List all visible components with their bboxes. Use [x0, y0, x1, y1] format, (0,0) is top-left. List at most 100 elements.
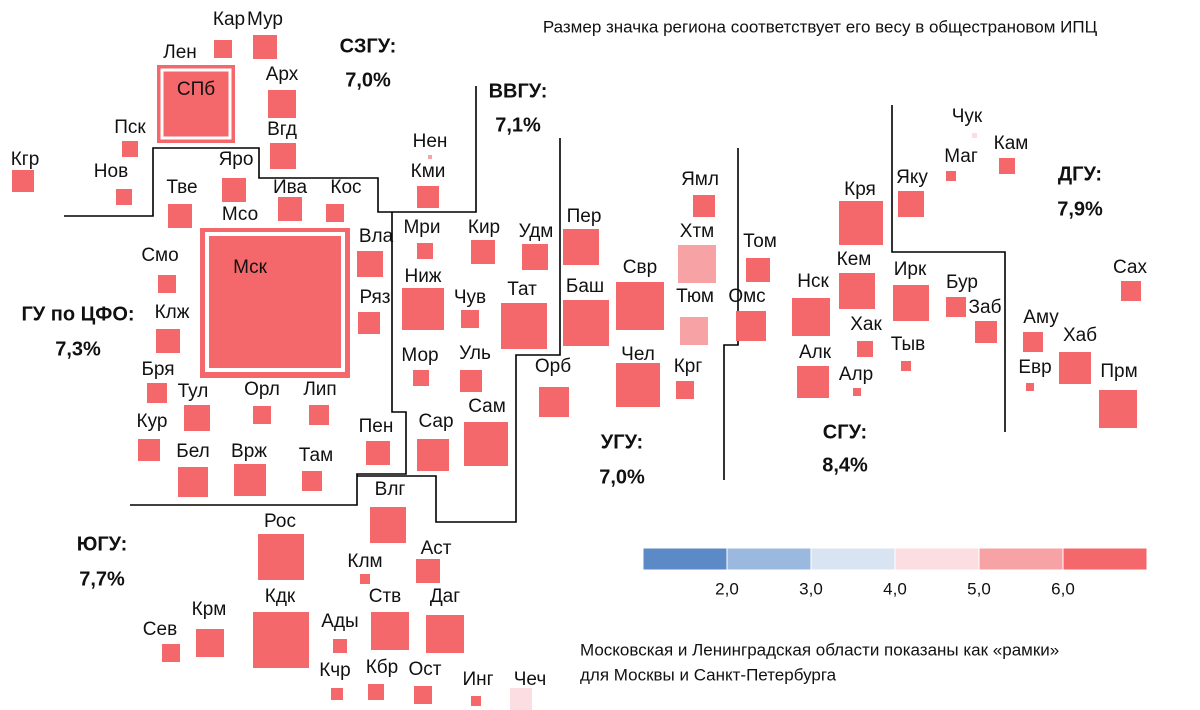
legend-tick-label: 5,0 — [967, 579, 991, 598]
region-square — [898, 191, 924, 217]
district-value: 7,7% — [79, 568, 125, 590]
region-label: Кур — [137, 411, 168, 432]
region-label: Ива — [273, 177, 308, 198]
region-square — [360, 574, 370, 584]
region-label: Лип — [303, 379, 336, 400]
region-label: Кгр — [11, 149, 40, 170]
region-square — [214, 40, 232, 58]
region-square — [414, 686, 432, 704]
region-label: Смо — [141, 245, 178, 266]
region-square — [268, 90, 296, 118]
region-square — [253, 406, 271, 424]
borders — [64, 86, 1006, 523]
district-name: ЮГУ: — [77, 533, 128, 555]
region-label: Чук — [952, 106, 983, 127]
region-square — [258, 534, 304, 580]
region-square — [196, 629, 224, 657]
region-label: Чеч — [514, 669, 547, 690]
district-name: ГУ по ЦФО: — [21, 303, 134, 325]
region-square — [563, 229, 599, 265]
region-label: Мур — [247, 9, 283, 30]
region-square — [158, 275, 176, 293]
region-square — [156, 329, 180, 353]
region-square — [616, 282, 664, 330]
region-square — [1099, 390, 1137, 428]
region-square — [168, 204, 192, 228]
legend-tick-label: 6,0 — [1051, 579, 1075, 598]
region-label: Хак — [850, 314, 882, 335]
district-name: СЗГУ: — [340, 35, 397, 57]
district-name: СГУ: — [823, 421, 867, 443]
region-label: Маг — [944, 146, 978, 167]
region-label: Вла — [359, 226, 394, 247]
region-label: Ирк — [894, 259, 927, 280]
region-label: Омс — [728, 286, 765, 307]
region-label: Ниж — [404, 266, 441, 287]
region-square — [234, 464, 266, 496]
region-square — [357, 251, 383, 277]
region-square — [1059, 352, 1091, 384]
region-square — [464, 422, 508, 466]
region-square — [270, 143, 296, 169]
region-square — [116, 189, 132, 205]
region-label: Свр — [623, 257, 657, 278]
region-label: Нен — [413, 131, 448, 152]
region-label: Кми — [411, 161, 446, 182]
region-square — [853, 388, 861, 396]
district-value: 7,0% — [345, 69, 391, 91]
region-square — [736, 311, 766, 341]
legend-tick-label: 3,0 — [799, 579, 823, 598]
region-label: Ост — [409, 659, 442, 680]
region-square — [999, 158, 1015, 174]
region-square — [302, 471, 322, 491]
region-square — [358, 312, 380, 334]
region-square — [522, 244, 548, 270]
region-label: Яку — [896, 167, 928, 188]
region-label: Бря — [141, 359, 174, 380]
region-label: Ств — [369, 586, 402, 607]
legend-swatch — [726, 547, 812, 571]
region-label: Пск — [114, 117, 146, 138]
legend-swatch — [642, 547, 728, 571]
border — [357, 138, 561, 523]
region-label: Ады — [321, 611, 358, 632]
region-label: Баш — [566, 276, 604, 297]
region-label: Лен — [163, 42, 197, 63]
region-square — [471, 240, 495, 264]
region-label: Ямл — [681, 169, 719, 190]
region-square — [417, 243, 433, 259]
region-square — [184, 405, 210, 431]
legend-swatch — [1062, 547, 1148, 571]
region-label: Влг — [375, 479, 406, 500]
region-label: Чув — [454, 287, 486, 308]
subtitle: Размер значка региона соответствует его … — [543, 17, 1098, 36]
region-square — [460, 370, 482, 392]
region-square — [839, 273, 875, 309]
region-label: Чел — [621, 344, 655, 365]
border — [130, 212, 407, 506]
region-label: Тыв — [891, 334, 926, 355]
region-label: Рос — [264, 511, 296, 532]
region-square — [309, 405, 329, 425]
region-square — [178, 467, 208, 497]
legend-swatch — [978, 547, 1064, 571]
region-label: Кам — [994, 133, 1029, 154]
district-name: УГУ: — [601, 431, 643, 453]
region-label: Мск — [233, 257, 268, 278]
region-label: Кар — [213, 9, 245, 30]
region-square — [428, 155, 432, 159]
region-square — [680, 317, 708, 345]
region-square — [147, 383, 167, 403]
region-label: Хтм — [680, 221, 714, 242]
region-square — [797, 366, 829, 398]
region-square — [417, 186, 439, 208]
region-label: Нск — [797, 271, 829, 292]
district-name: ДГУ: — [1058, 163, 1102, 185]
region-label: Кир — [468, 217, 500, 238]
region-square — [366, 441, 390, 465]
region-square — [975, 321, 997, 343]
region-square — [946, 171, 956, 181]
region-label: Арх — [266, 64, 299, 85]
region-square — [893, 285, 929, 321]
region-label: Крг — [674, 356, 703, 377]
